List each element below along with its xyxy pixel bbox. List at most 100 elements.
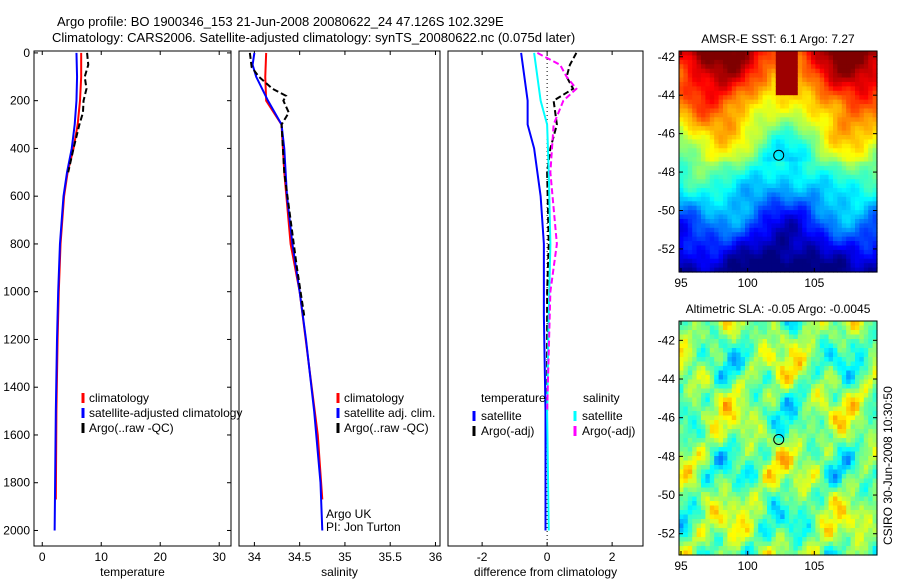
axes-background: [239, 51, 440, 546]
heatmap-cell: [868, 64, 874, 70]
heatmap-cell: [863, 55, 869, 61]
heatmap-cell: [723, 420, 728, 426]
heatmap-cell: [789, 528, 794, 534]
heatmap-cell: [727, 157, 733, 163]
heatmap-cell: [841, 483, 847, 489]
heatmap-cell: [736, 528, 742, 534]
heatmap-cell: [815, 438, 821, 444]
heatmap-cell: [802, 397, 808, 403]
heatmap-cell: [683, 343, 689, 349]
heatmap-cell: [811, 541, 816, 547]
heatmap-cell: [740, 501, 746, 507]
heatmap-cell: [701, 442, 706, 448]
heatmap-cell: [789, 393, 794, 399]
heatmap-cell: [855, 451, 860, 457]
heatmap-cell: [872, 241, 878, 247]
heatmap-cell: [692, 73, 698, 79]
heatmap-cell: [736, 442, 742, 448]
heatmap-cell: [850, 227, 856, 233]
heatmap-cell: [850, 343, 856, 349]
heatmap-cell: [714, 429, 720, 435]
heatmap-cell: [793, 357, 799, 363]
heatmap-cell: [771, 121, 777, 127]
heatmap-cell: [714, 447, 720, 453]
heatmap-cell: [692, 397, 698, 403]
heatmap-cell: [705, 460, 711, 466]
heatmap-cell: [692, 254, 698, 260]
heatmap-cell: [828, 496, 834, 502]
heatmap-cell: [709, 241, 715, 247]
heatmap-cell: [780, 170, 786, 176]
heatmap-cell: [775, 227, 781, 233]
heatmap-cell: [872, 170, 878, 176]
heatmap-cell: [797, 487, 803, 493]
heatmap-cell: [775, 263, 781, 269]
heatmap-cell: [863, 456, 869, 462]
heatmap-cell: [736, 121, 742, 127]
heatmap-cell: [819, 447, 825, 453]
heatmap-cell: [850, 460, 856, 466]
heatmap-cell: [841, 469, 847, 475]
heatmap-cell: [846, 214, 852, 220]
heatmap-cell: [819, 501, 825, 507]
heatmap-cell: [701, 223, 706, 229]
heatmap-cell: [731, 469, 737, 475]
heatmap-cell: [789, 117, 794, 123]
heatmap-cell: [749, 201, 755, 207]
heatmap-cell: [859, 496, 865, 502]
heatmap-cell: [815, 90, 821, 96]
heatmap-cell: [850, 424, 856, 430]
heatmap-cell: [828, 68, 834, 74]
heatmap-cell: [859, 263, 865, 269]
heatmap-cell: [837, 487, 843, 493]
heatmap-cell: [806, 550, 812, 556]
heatmap-cell: [828, 179, 834, 185]
heatmap-cell: [753, 523, 759, 529]
heatmap-cell: [749, 179, 755, 185]
heatmap-cell: [811, 121, 816, 127]
heatmap-cell: [793, 433, 799, 439]
heatmap-cell: [718, 370, 724, 376]
heatmap-cell: [868, 214, 874, 220]
heatmap-cell: [815, 523, 821, 529]
heatmap-cell: [718, 550, 724, 556]
heatmap-cell: [850, 205, 856, 211]
heatmap-cell: [802, 174, 808, 180]
heatmap-cell: [819, 77, 825, 83]
heatmap-cell: [683, 205, 689, 211]
heatmap-cell: [714, 541, 720, 547]
heatmap-cell: [780, 465, 786, 471]
heatmap-cell: [762, 514, 768, 520]
heatmap-cell: [815, 232, 821, 238]
heatmap-cell: [771, 546, 777, 552]
heatmap-cell: [780, 241, 786, 247]
heatmap-cell: [727, 528, 733, 534]
heatmap-cell: [714, 375, 720, 381]
heatmap-cell: [714, 402, 720, 408]
heatmap-cell: [679, 384, 684, 390]
heatmap-cell: [687, 438, 693, 444]
heatmap-cell: [872, 134, 878, 140]
heatmap-cell: [687, 192, 693, 198]
heatmap-cell: [758, 254, 764, 260]
heatmap-cell: [683, 334, 689, 340]
heatmap-cell: [789, 496, 794, 502]
heatmap-cell: [859, 415, 865, 421]
heatmap-cell: [727, 210, 733, 216]
heatmap-cell: [679, 112, 684, 118]
heatmap-cell: [815, 130, 821, 136]
heatmap-cell: [780, 165, 786, 171]
heatmap-cell: [692, 546, 698, 552]
heatmap-cell: [758, 361, 764, 367]
heatmap-cell: [824, 406, 830, 412]
heatmap-cell: [767, 325, 772, 331]
heatmap-cell: [745, 528, 750, 534]
heatmap-cell: [679, 420, 684, 426]
heatmap-cell: [828, 370, 834, 376]
heatmap-cell: [749, 192, 755, 198]
heatmap-cell: [850, 393, 856, 399]
heatmap-cell: [771, 214, 777, 220]
heatmap-cell: [837, 157, 843, 163]
heatmap-cell: [692, 258, 698, 264]
